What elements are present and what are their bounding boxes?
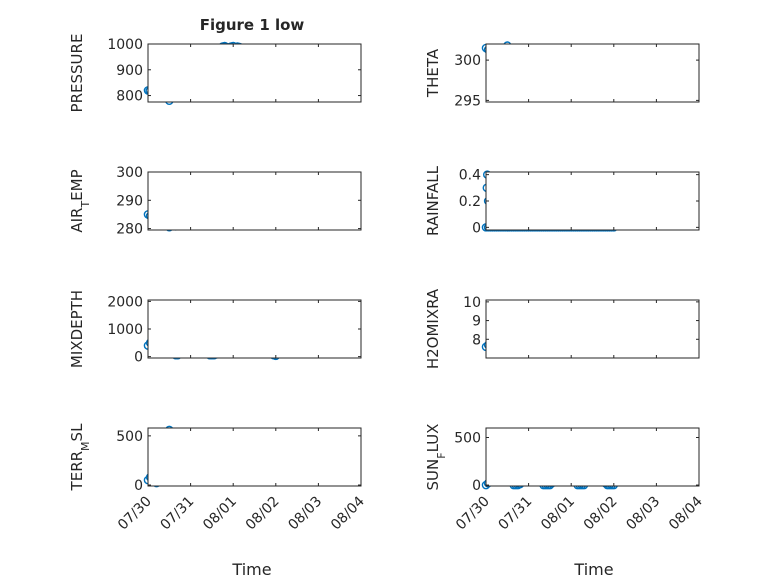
y-tick-label: 8 xyxy=(472,332,481,348)
axes-box xyxy=(147,171,362,231)
y-tick-label: 0 xyxy=(134,350,143,366)
y-tick-label: 300 xyxy=(454,53,481,69)
y-tick-label: 290 xyxy=(116,193,143,209)
y-tick-label: 1000 xyxy=(107,322,143,338)
y-tick-label: 0 xyxy=(472,220,481,236)
subplot-theta: 295 300 THETA xyxy=(424,41,700,109)
y-axis-label-3: RAINFALL xyxy=(424,165,442,236)
axes-box xyxy=(147,299,362,359)
y-tick-label: 280 xyxy=(116,222,143,238)
x-axis-label-right: Time xyxy=(573,560,613,579)
y-axis-label-1: THETA xyxy=(424,48,442,98)
subplot-h2omixra: 8 9 10 H2OMIXRA xyxy=(424,288,700,369)
axes-box xyxy=(485,43,700,103)
subplot-rainfall: 0 0.2 0.4 RAINFALL xyxy=(424,165,700,236)
y-tick-label: 300 xyxy=(116,165,143,181)
y-axis-label-0: PRESSURE xyxy=(68,34,86,113)
y-tick-label: 0.4 xyxy=(459,168,481,184)
y-tick-label: 500 xyxy=(116,429,143,445)
y-axis-label-6: TERRMSL xyxy=(68,423,92,492)
y-axis-label-5: H2OMIXRA xyxy=(424,288,442,369)
figure-title: Figure 1 low xyxy=(200,16,305,34)
y-tick-label: 0 xyxy=(472,478,481,494)
y-tick-label: 2000 xyxy=(107,294,143,310)
y-axis-label-4: MIXDEPTH xyxy=(68,290,86,368)
axes-box xyxy=(485,299,700,359)
y-tick-label: 500 xyxy=(454,431,481,447)
y-tick-label: 9 xyxy=(472,314,481,330)
subplot-pressure: 800 900 1000 PRESSURE xyxy=(68,34,362,113)
axes-box xyxy=(485,427,700,487)
y-axis-label-2: AIRTEMP xyxy=(68,169,92,232)
y-axis-label-7: SUNFLUX xyxy=(424,424,448,491)
x-axis-label-left: Time xyxy=(231,560,271,579)
axes-box xyxy=(147,43,362,103)
y-tick-label: 0.2 xyxy=(459,194,481,210)
axes-box xyxy=(147,427,362,487)
subplot-mixdepth: 0 1000 2000 MIXDEPTH xyxy=(68,290,362,368)
y-tick-label: 295 xyxy=(454,93,481,109)
y-tick-label: 1000 xyxy=(107,37,143,53)
subplot-air-temp: 280 290 300 AIRTEMP xyxy=(68,165,362,238)
y-tick-label: 900 xyxy=(116,63,143,79)
y-tick-label: 0 xyxy=(134,478,143,494)
axes-box xyxy=(485,171,700,231)
y-tick-label: 800 xyxy=(116,89,143,105)
y-tick-label: 10 xyxy=(463,295,481,311)
